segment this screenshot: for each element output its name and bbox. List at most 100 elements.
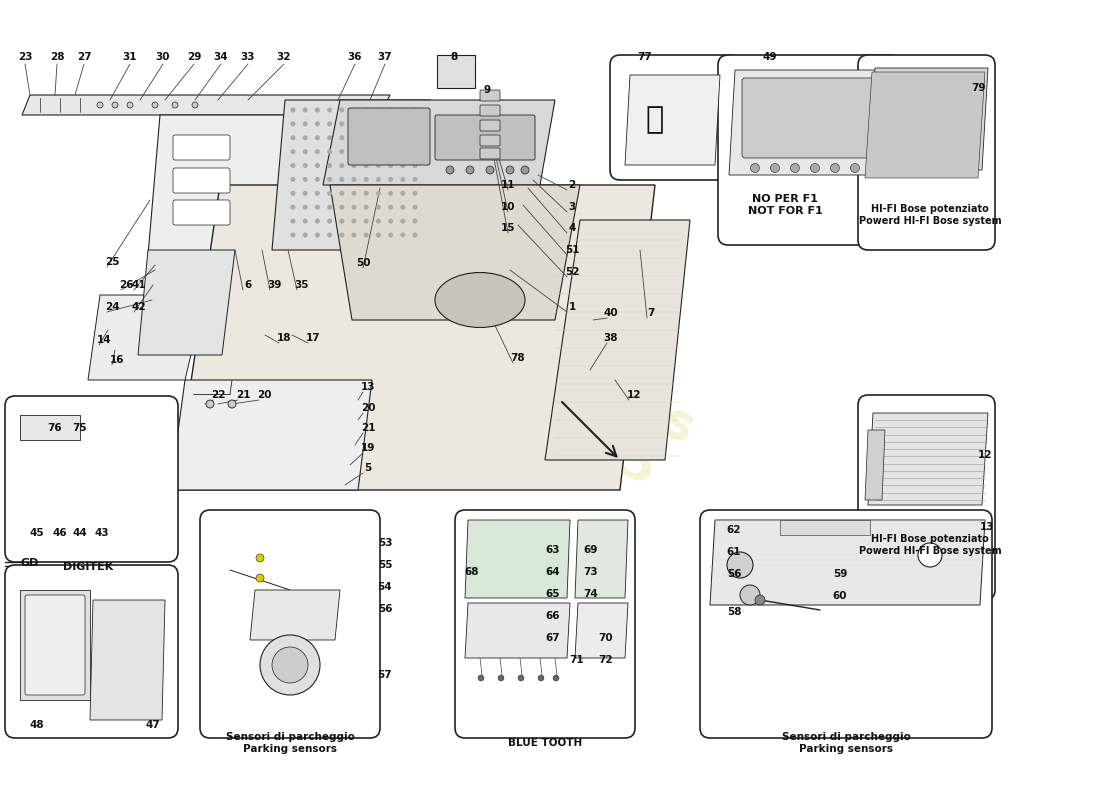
Text: 44: 44 — [73, 528, 87, 538]
Circle shape — [388, 205, 393, 210]
Polygon shape — [170, 380, 372, 490]
Circle shape — [538, 675, 544, 681]
Circle shape — [290, 205, 296, 210]
Circle shape — [302, 122, 308, 126]
FancyBboxPatch shape — [700, 510, 992, 738]
Circle shape — [364, 135, 368, 140]
Circle shape — [400, 163, 405, 168]
Text: 45: 45 — [30, 528, 44, 538]
Text: 19: 19 — [361, 443, 375, 453]
Circle shape — [327, 205, 332, 210]
Circle shape — [791, 163, 800, 173]
Circle shape — [918, 543, 942, 567]
Polygon shape — [272, 100, 430, 250]
Text: 73: 73 — [584, 567, 598, 577]
Text: 43: 43 — [95, 528, 109, 538]
Circle shape — [256, 574, 264, 582]
Text: 59: 59 — [833, 569, 847, 579]
Circle shape — [400, 205, 405, 210]
Text: 13: 13 — [361, 382, 375, 392]
Text: 25: 25 — [104, 257, 119, 267]
FancyBboxPatch shape — [200, 510, 380, 738]
Circle shape — [339, 191, 344, 196]
FancyBboxPatch shape — [434, 115, 535, 160]
Circle shape — [339, 163, 344, 168]
Circle shape — [327, 107, 332, 113]
Text: 55: 55 — [377, 560, 393, 570]
Text: 34: 34 — [213, 52, 229, 62]
Text: 42: 42 — [132, 302, 146, 312]
Circle shape — [302, 149, 308, 154]
Text: 48: 48 — [30, 720, 44, 730]
Circle shape — [400, 233, 405, 238]
Circle shape — [412, 135, 418, 140]
Text: BLUE TOOTH: BLUE TOOTH — [508, 738, 582, 748]
Circle shape — [364, 149, 368, 154]
Text: 65: 65 — [546, 589, 560, 599]
Text: 3: 3 — [569, 202, 575, 212]
Circle shape — [850, 163, 859, 173]
FancyBboxPatch shape — [348, 108, 430, 165]
Circle shape — [388, 218, 393, 224]
Text: 17: 17 — [306, 333, 320, 343]
Text: 21: 21 — [235, 390, 251, 400]
Polygon shape — [868, 413, 988, 505]
Circle shape — [352, 135, 356, 140]
Circle shape — [327, 149, 332, 154]
Text: 72: 72 — [598, 655, 614, 665]
Polygon shape — [575, 603, 628, 658]
Circle shape — [364, 163, 368, 168]
Circle shape — [327, 233, 332, 238]
FancyBboxPatch shape — [858, 395, 996, 600]
Circle shape — [400, 218, 405, 224]
Text: 4: 4 — [569, 223, 575, 233]
Polygon shape — [250, 590, 340, 640]
Text: Juricosparts
since 1985: Juricosparts since 1985 — [353, 266, 703, 502]
Text: 🐎: 🐎 — [646, 106, 664, 134]
Circle shape — [388, 163, 393, 168]
Polygon shape — [323, 100, 556, 185]
Circle shape — [376, 149, 381, 154]
Polygon shape — [330, 185, 580, 320]
Circle shape — [352, 163, 356, 168]
Circle shape — [315, 149, 320, 154]
Text: 20: 20 — [361, 403, 375, 413]
Text: 20: 20 — [256, 390, 272, 400]
Text: 39: 39 — [267, 280, 283, 290]
Polygon shape — [22, 95, 390, 115]
Polygon shape — [865, 430, 886, 500]
FancyBboxPatch shape — [6, 565, 178, 738]
Circle shape — [290, 149, 296, 154]
Text: 77: 77 — [638, 52, 652, 62]
Text: 7: 7 — [647, 308, 654, 318]
Circle shape — [412, 191, 418, 196]
FancyBboxPatch shape — [480, 90, 501, 101]
Circle shape — [486, 166, 494, 174]
Text: 74: 74 — [584, 589, 598, 599]
Text: 11: 11 — [500, 180, 515, 190]
Circle shape — [364, 122, 368, 126]
Circle shape — [302, 191, 308, 196]
Text: 58: 58 — [727, 607, 741, 617]
Circle shape — [290, 177, 296, 182]
Circle shape — [376, 191, 381, 196]
Ellipse shape — [434, 273, 525, 327]
Circle shape — [339, 218, 344, 224]
Circle shape — [352, 218, 356, 224]
Text: 28: 28 — [50, 52, 64, 62]
Polygon shape — [20, 415, 80, 440]
Text: 50: 50 — [355, 258, 371, 268]
Circle shape — [302, 205, 308, 210]
Text: 13: 13 — [980, 522, 994, 532]
Circle shape — [339, 177, 344, 182]
Text: NO PER F1
NOT FOR F1: NO PER F1 NOT FOR F1 — [748, 194, 823, 216]
FancyBboxPatch shape — [742, 78, 882, 158]
Text: 78: 78 — [510, 353, 526, 363]
Text: 9: 9 — [483, 85, 491, 95]
Circle shape — [302, 163, 308, 168]
Text: 2: 2 — [569, 180, 575, 190]
Circle shape — [400, 135, 405, 140]
Text: 67: 67 — [546, 633, 560, 643]
Text: 27: 27 — [77, 52, 91, 62]
Circle shape — [290, 163, 296, 168]
